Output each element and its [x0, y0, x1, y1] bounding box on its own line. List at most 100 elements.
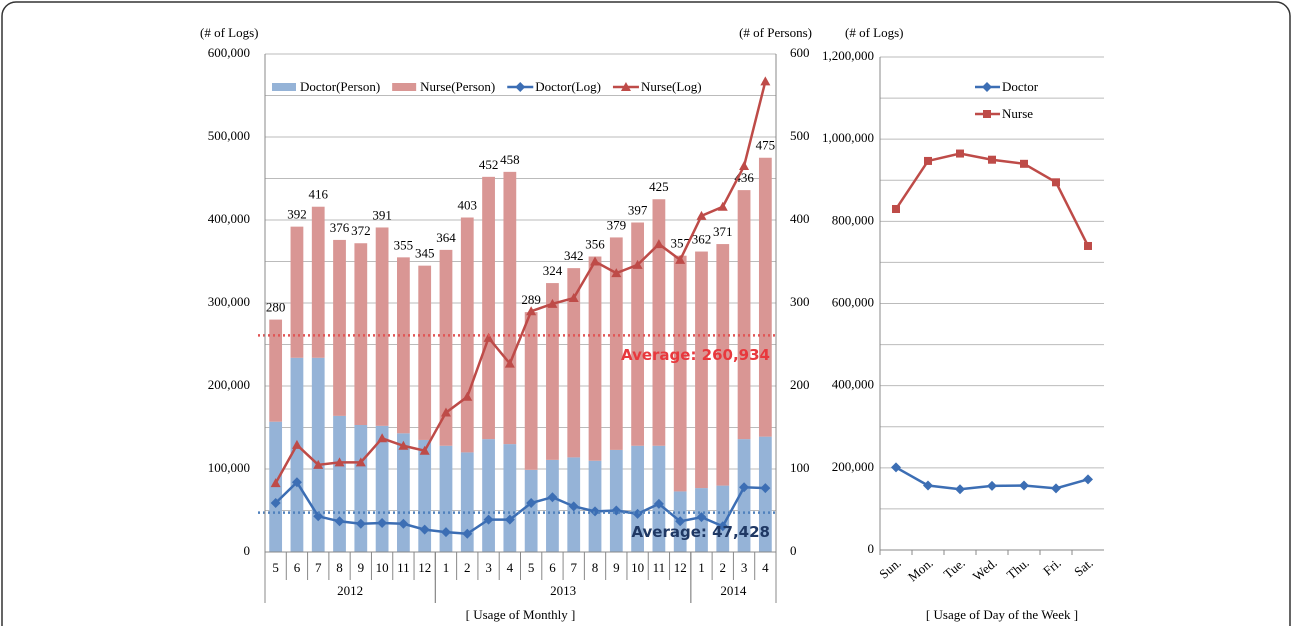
- bar: [588, 256, 602, 461]
- bar: [609, 449, 623, 552]
- bar: [418, 265, 432, 440]
- bar: [482, 439, 495, 552]
- y-tick-label: 0: [244, 543, 251, 558]
- marker: [526, 306, 537, 316]
- bar: [290, 357, 304, 552]
- average-label: Average: 47,428: [631, 523, 770, 541]
- bar: [311, 206, 325, 358]
- bar: [503, 444, 517, 552]
- x-tick-label: Thu.: [1004, 555, 1032, 582]
- y2-tick-label: 0: [790, 543, 797, 558]
- x-tick-label: 2: [464, 560, 471, 575]
- legend-label: Nurse: [1002, 106, 1033, 121]
- marker: [568, 293, 579, 303]
- x-tick-label: 4: [762, 560, 769, 575]
- marker: [547, 492, 558, 503]
- marker: [760, 76, 771, 86]
- total-label: 376: [330, 220, 350, 235]
- x-tick-label: 6: [549, 560, 556, 575]
- marker: [270, 498, 281, 509]
- y-tick-label: 200,000: [208, 377, 250, 392]
- marker: [590, 256, 601, 266]
- x-tick-label: 11: [397, 560, 410, 575]
- average-label: Average: 260,934: [621, 346, 770, 364]
- x-tick-label: 4: [507, 560, 514, 575]
- marker: [515, 82, 526, 92]
- total-label: 324: [543, 263, 563, 278]
- marker: [1020, 159, 1028, 168]
- marker: [696, 210, 707, 220]
- total-label: 362: [692, 232, 712, 247]
- line: [274, 81, 767, 484]
- y2-tick-label: 200: [790, 377, 810, 392]
- bar: [695, 251, 708, 489]
- total-label: 364: [436, 230, 456, 245]
- y-tick-label: 500,000: [208, 128, 250, 143]
- legend-swatch: [272, 83, 296, 91]
- x-tick-label: 3: [485, 560, 492, 575]
- total-label: 372: [351, 223, 371, 238]
- y-tick-label: 200,000: [832, 459, 874, 474]
- x-tick-label: 1: [443, 560, 450, 575]
- bar: [269, 319, 283, 422]
- x-tick-label: 9: [613, 560, 620, 575]
- total-label: 345: [415, 246, 435, 261]
- y2-tick-label: 100: [790, 460, 810, 475]
- marker: [955, 484, 965, 495]
- total-label: 371: [713, 224, 733, 239]
- total-label: 475: [756, 138, 776, 153]
- bar: [354, 243, 368, 426]
- marker: [547, 298, 558, 308]
- marker: [334, 457, 345, 467]
- marker: [355, 457, 366, 467]
- total-label: 458: [500, 152, 520, 167]
- total-label: 416: [308, 187, 328, 202]
- x-tick-label: 7: [570, 560, 577, 575]
- marker: [568, 501, 579, 512]
- bar: [290, 226, 304, 358]
- marker: [440, 527, 451, 538]
- x-tick-label: 3: [741, 560, 748, 575]
- marker: [987, 480, 997, 491]
- x-tick-label: 1: [698, 560, 705, 575]
- marker: [270, 478, 281, 488]
- bar: [439, 445, 453, 552]
- marker: [620, 82, 631, 91]
- marker: [291, 477, 302, 488]
- marker: [653, 498, 664, 509]
- total-label: 356: [585, 237, 605, 252]
- x-tick-label: 9: [358, 560, 365, 575]
- bar: [460, 217, 474, 453]
- x-tick-label: 7: [315, 560, 322, 575]
- marker: [313, 459, 324, 469]
- caption: [ Usage of Monthly ]: [466, 607, 576, 622]
- y-tick-label: 0: [868, 541, 875, 556]
- group-label: 2012: [337, 583, 363, 598]
- bar: [482, 176, 495, 440]
- bar: [503, 171, 517, 445]
- marker: [398, 518, 409, 529]
- x-tick-label: 8: [592, 560, 599, 575]
- bar: [397, 257, 410, 434]
- legend-swatch: [392, 83, 417, 91]
- marker: [632, 259, 643, 269]
- marker: [1019, 480, 1029, 491]
- bar: [354, 425, 368, 552]
- marker: [419, 445, 430, 455]
- y2-axis-title: (# of Persons): [739, 25, 812, 40]
- bar: [631, 445, 644, 552]
- legend-label: Nurse(Log): [641, 79, 702, 94]
- total-label: 289: [521, 292, 541, 307]
- y-tick-label: 400,000: [208, 211, 250, 226]
- marker: [739, 161, 750, 171]
- marker: [334, 516, 345, 527]
- total-label: 425: [649, 179, 669, 194]
- marker: [377, 517, 388, 528]
- marker: [291, 439, 302, 449]
- y-axis-title: (# of Logs): [200, 25, 259, 40]
- total-label: 355: [394, 237, 414, 252]
- marker: [739, 482, 750, 493]
- marker: [398, 440, 409, 450]
- x-tick-label: Fri.: [1040, 555, 1064, 578]
